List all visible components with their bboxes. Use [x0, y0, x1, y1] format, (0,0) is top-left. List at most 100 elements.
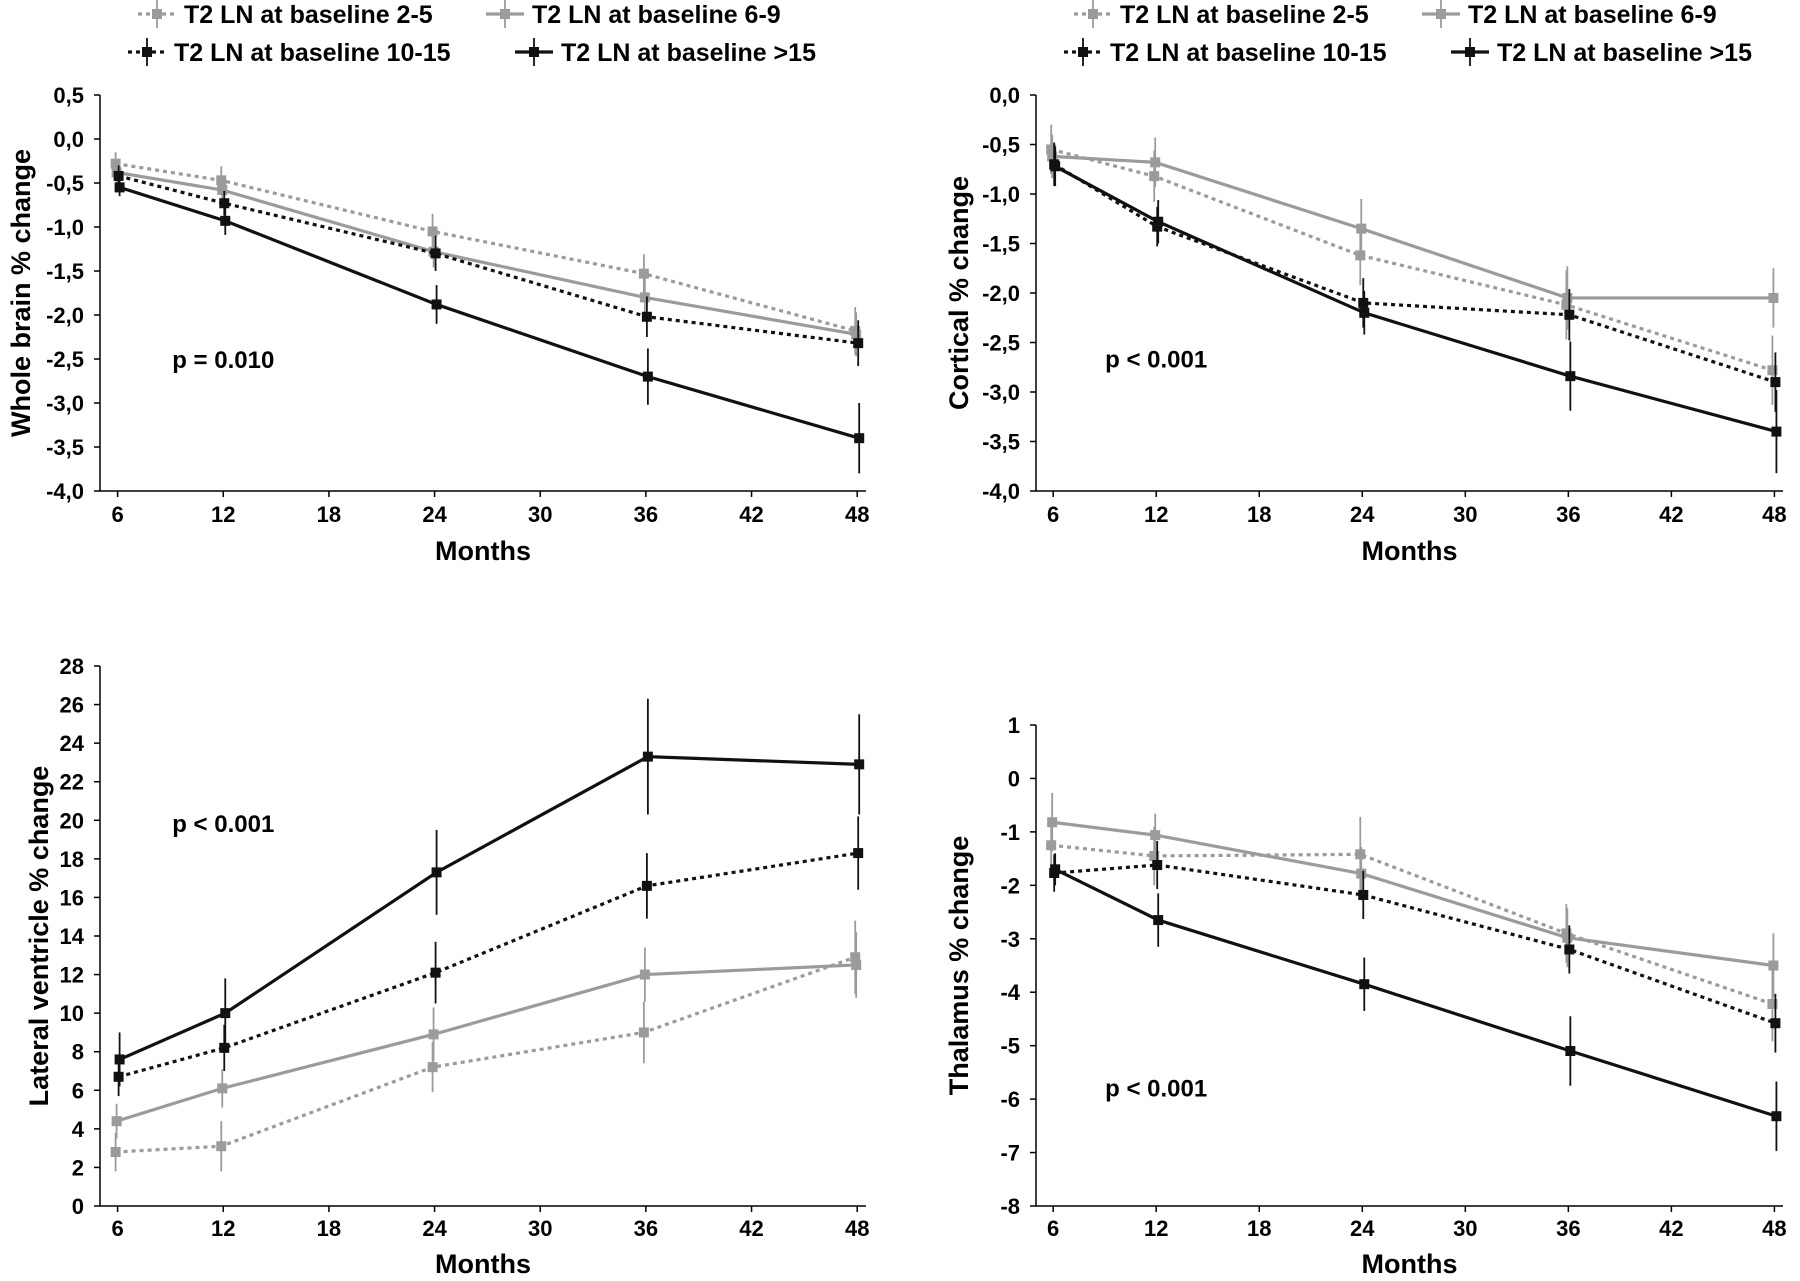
data-point [1355, 849, 1366, 860]
data-point [216, 175, 227, 186]
data-point [1356, 868, 1367, 879]
legend-label: T2 LN at baseline 2-5 [184, 1, 433, 29]
data-point [217, 1083, 228, 1094]
x-tick-label: 18 [1247, 502, 1271, 527]
series-line [118, 174, 859, 345]
y-tick-label: -4,0 [46, 479, 84, 504]
legend-label: T2 LN at baseline 6-9 [532, 1, 781, 29]
y-tick-label: -8 [1000, 1194, 1020, 1219]
p-value-annotation: p < 0.001 [172, 811, 274, 838]
x-tick-label: 24 [1350, 502, 1375, 527]
legend-item-4: T2 LN at baseline >15 [515, 38, 816, 67]
data-point [1768, 292, 1779, 303]
x-tick-label: 36 [1556, 502, 1580, 527]
y-tick-label: 2 [72, 1155, 84, 1180]
x-tick-label: 18 [317, 1216, 341, 1241]
x-tick-label: 30 [1453, 502, 1477, 527]
y-axis-title: Whole brain % change [6, 149, 36, 437]
data-point [854, 759, 865, 770]
y-tick-label: -2,0 [46, 303, 84, 328]
legend-item-3: T2 LN at baseline 10-15 [1064, 38, 1387, 67]
series-line [1051, 843, 1773, 1006]
data-point [110, 1147, 121, 1157]
data-point [642, 751, 653, 762]
data-point [641, 311, 652, 322]
x-tick-label: 6 [111, 1216, 123, 1241]
legend-item-1: T2 LN at baseline 2-5 [138, 0, 433, 29]
y-tick-label: -7 [1000, 1141, 1020, 1166]
data-point [1150, 830, 1161, 841]
legend-swatch-marker [1436, 9, 1446, 19]
y-tick-label: 1 [1008, 713, 1020, 738]
y-tick-label: -2,5 [982, 331, 1020, 356]
data-point [113, 170, 124, 181]
data-point [1562, 932, 1573, 943]
y-tick-label: 0,0 [53, 127, 84, 152]
series-2 [111, 932, 862, 1139]
series-2 [1047, 134, 1779, 330]
x-tick-label: 42 [739, 502, 763, 527]
data-point [1150, 157, 1161, 168]
x-tick-label: 12 [1144, 502, 1168, 527]
data-point [1152, 860, 1163, 871]
series-line [119, 185, 860, 440]
x-tick-label: 24 [1350, 1216, 1375, 1241]
y-tick-label: 0 [1008, 766, 1020, 791]
x-tick-label: 24 [422, 502, 447, 527]
legend-swatch-marker [1465, 47, 1475, 57]
data-point [1149, 850, 1160, 861]
y-tick-label: -4,0 [982, 479, 1020, 504]
data-point [1565, 1046, 1576, 1057]
chart-panel-2: 0,0 -0,5 -1,0 -1,5 -2,0 -2,5 -3,0 -3,5 -4,0 6 12 18… [944, 0, 1787, 566]
x-tick-label: 12 [211, 1216, 235, 1241]
data-point [853, 338, 864, 349]
legend-item-4: T2 LN at baseline >15 [1451, 38, 1752, 67]
data-point [1358, 297, 1369, 308]
series-1 [110, 920, 861, 1172]
x-tick-label: 42 [1659, 1216, 1683, 1241]
x-tick-label: 36 [1556, 1216, 1580, 1241]
data-point [220, 215, 231, 226]
data-point [430, 967, 441, 978]
legend-item-2: T2 LN at baseline 6-9 [1422, 0, 1717, 29]
legend-label: T2 LN at baseline 10-15 [174, 39, 451, 67]
x-tick-label: 6 [111, 502, 123, 527]
x-tick-label: 36 [634, 502, 658, 527]
y-tick-label: -3,5 [46, 435, 84, 460]
data-point [853, 848, 864, 859]
data-point [110, 158, 121, 169]
p-value-annotation: p < 0.001 [1105, 346, 1207, 373]
x-tick-label: 42 [1659, 502, 1683, 527]
legend-label: T2 LN at baseline >15 [1497, 39, 1752, 67]
data-point [1046, 840, 1057, 851]
data-point [1047, 817, 1058, 828]
data-point [431, 867, 442, 878]
series-3 [113, 165, 864, 367]
data-point [219, 198, 230, 209]
data-point [217, 185, 228, 196]
legend-swatch-marker [500, 9, 510, 19]
legend-swatch-marker [1078, 47, 1088, 57]
legend-swatch-marker [1088, 9, 1098, 19]
series-line [1051, 820, 1774, 968]
legend-swatch-marker [142, 47, 152, 57]
y-tick-label: 0 [72, 1194, 84, 1219]
data-point [642, 371, 653, 382]
y-tick-label: 14 [60, 924, 85, 949]
y-tick-label: -0,5 [46, 171, 84, 196]
y-tick-label: -1,5 [982, 232, 1020, 257]
data-point [1047, 151, 1058, 162]
x-tick-label: 6 [1047, 502, 1059, 527]
x-tick-label: 42 [739, 1216, 763, 1241]
legend-label: T2 LN at baseline >15 [561, 39, 816, 67]
series-line [1050, 147, 1773, 372]
chart-panel-4: 1 0 -1 -2 -3 -4 -5 -6 -7 -8 6 12 18 24 30 36 42 48 Months T… [944, 713, 1787, 1279]
x-tick-label: 48 [845, 1216, 869, 1241]
x-tick-label: 48 [1762, 502, 1786, 527]
legend-item-2: T2 LN at baseline 6-9 [486, 0, 781, 29]
data-point [639, 292, 650, 303]
data-point [1561, 299, 1572, 310]
data-point [1050, 864, 1061, 875]
x-tick-label: 48 [845, 502, 869, 527]
